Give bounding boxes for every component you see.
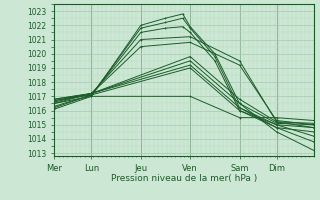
X-axis label: Pression niveau de la mer( hPa ): Pression niveau de la mer( hPa ) bbox=[111, 174, 257, 183]
